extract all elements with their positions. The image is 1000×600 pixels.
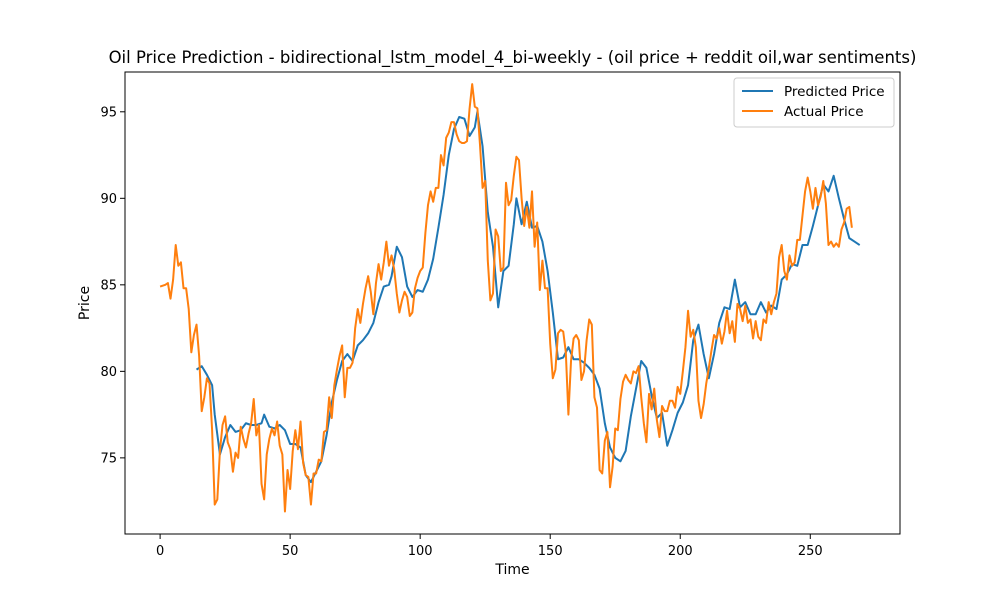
y-tick-label: 75	[100, 451, 117, 466]
legend-label-actual: Actual Price	[784, 104, 864, 120]
legend-label-predicted: Predicted Price	[784, 84, 885, 100]
x-axis-label: Time	[494, 562, 529, 578]
y-tick-label: 95	[100, 105, 117, 120]
y-tick-label: 85	[100, 278, 117, 293]
x-tick-label: 200	[668, 544, 693, 559]
x-axis: 0 50 100 150 200 250	[156, 534, 823, 559]
chart-title: Oil Price Prediction - bidirectional_lst…	[109, 48, 917, 68]
y-tick-label: 80	[100, 365, 117, 380]
x-tick-label: 100	[408, 544, 433, 559]
series-line-actual-price	[159, 83, 853, 513]
y-axis: 75 80 85 90 95	[100, 105, 125, 466]
x-tick-label: 50	[282, 544, 299, 559]
series-layer	[159, 83, 861, 513]
legend-box	[733, 77, 895, 128]
y-tick-label: 90	[100, 192, 117, 207]
x-tick-label: 150	[538, 544, 563, 559]
y-axis-label: Price	[77, 286, 93, 320]
x-tick-label: 250	[798, 544, 823, 559]
x-tick-label: 0	[156, 544, 164, 559]
legend: Predicted Price Actual Price	[733, 77, 895, 128]
plot-frame	[124, 71, 901, 535]
